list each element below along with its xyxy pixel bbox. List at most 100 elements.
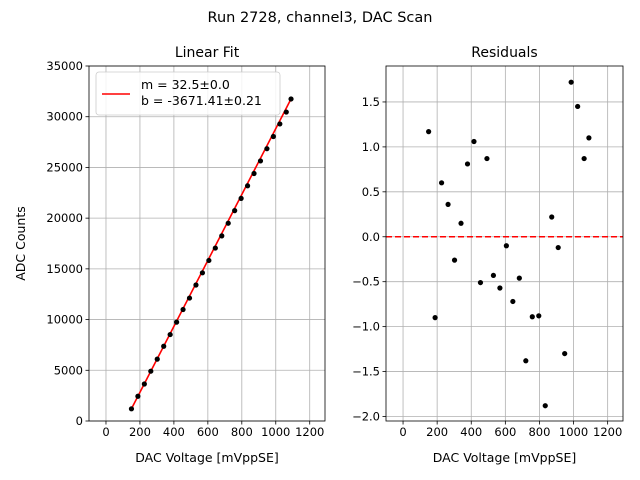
x-tick-label: 600 [494,425,516,439]
data-point [445,201,451,208]
data-point [542,403,548,409]
legend: m = 32.5±0.0b = -3671.41±0.21 [95,71,281,116]
data-point [477,279,484,286]
y-tick-label: 5000 [54,363,83,377]
fit-line [130,98,292,410]
data-point [549,214,555,220]
x-tick-label: 800 [231,425,253,439]
data-point [484,155,490,162]
data-point [497,285,503,291]
data-point [257,158,264,164]
data-point [568,79,574,85]
data-point [438,180,445,186]
x-axis-label: DAC Voltage [mVppSE] [135,450,278,465]
x-axis-label: DAC Voltage [mVppSE] [433,450,576,465]
x-tick-label: 400 [163,425,185,439]
linear-fit-panel: 0 200 400 600 800 1000 1200 0 5000 10000 15000 2000… [13,45,326,465]
x-tick-label: 0 [102,425,109,439]
data-point [503,243,509,249]
data-point [206,257,212,264]
data-point [471,138,477,145]
x-tick-label: 200 [426,425,448,439]
data-point [251,170,257,177]
data-point [490,272,497,279]
plot-marks [128,96,294,412]
y-tick-label: 10000 [46,313,83,327]
data-point [536,313,542,319]
data-point [193,282,199,288]
data-point [464,161,471,167]
data-point [529,314,535,320]
chart-title: Linear Fit [175,45,240,61]
data-point [277,121,283,127]
data-point [128,406,135,412]
data-point [523,358,529,364]
y-tick-label: 35000 [46,59,83,73]
data-point [167,331,173,338]
y-tick-label: −1.0 [352,320,380,334]
y-tick-label: −1.5 [352,365,380,379]
data-point [135,393,141,399]
x-tick-label: 600 [197,425,219,439]
data-point [148,368,154,374]
y-tick-label: 1.5 [362,95,380,109]
data-point [426,129,432,135]
axes-frame [385,65,624,422]
data-point [199,270,206,276]
y-tick-label: 1.0 [362,140,380,154]
x-tick-label: 1200 [593,425,622,439]
data-point [516,275,522,281]
data-point [219,233,225,239]
data-point [161,343,167,349]
data-point [186,295,193,301]
data-point [288,96,294,102]
data-point [238,195,244,201]
y-tick-label: 20000 [46,211,83,225]
x-tick-label: 0 [399,425,406,439]
data-point [212,245,218,251]
data-point [283,109,289,115]
x-tick-label: 200 [129,425,151,439]
data-point [575,103,581,110]
x-tick-label: 400 [460,425,482,439]
plot-marks [386,79,623,409]
legend-box [95,71,281,116]
data-point [180,306,186,313]
data-point [458,220,464,226]
residuals-panel: 0 200 400 600 800 1000 1200 −2.0 −1.5 −1.0 −0.5 0.0… [352,45,624,465]
data-point [555,244,561,251]
data-point [244,183,251,189]
y-tick-label: 0.5 [362,185,380,199]
y-tick-label: 15000 [46,262,83,276]
data-point [581,155,587,162]
x-tick-label: 1200 [295,425,324,439]
y-tick-label: −2.0 [352,410,380,424]
data-point [586,135,592,141]
x-tick-label: 800 [528,425,550,439]
y-tick-label: 0.0 [362,230,380,244]
data-point [270,133,276,140]
y-tick-label: 25000 [46,160,83,174]
data-point [451,257,458,263]
y-tick-label: 0 [76,414,83,428]
data-point [141,381,147,387]
data-point [510,298,516,305]
data-point [232,208,238,214]
data-point [154,356,160,362]
data-point [264,146,270,152]
x-tick-label: 1000 [559,425,588,439]
y-tick-label: 30000 [46,110,83,124]
axes-frame [88,65,326,422]
y-axis-label: ADC Counts [13,206,28,281]
legend-entry: m = 32.5±0.0 [141,77,230,92]
chart-title: Residuals [471,45,537,61]
data-point [562,350,568,357]
figure-title: Run 2728, channel3, DAC Scan [208,10,433,26]
data-point [225,220,231,226]
x-tick-label: 1000 [261,425,290,439]
legend-entry: b = -3671.41±0.21 [141,93,262,108]
data-point [432,315,438,321]
data-point [174,319,180,325]
y-tick-label: −0.5 [352,275,380,289]
